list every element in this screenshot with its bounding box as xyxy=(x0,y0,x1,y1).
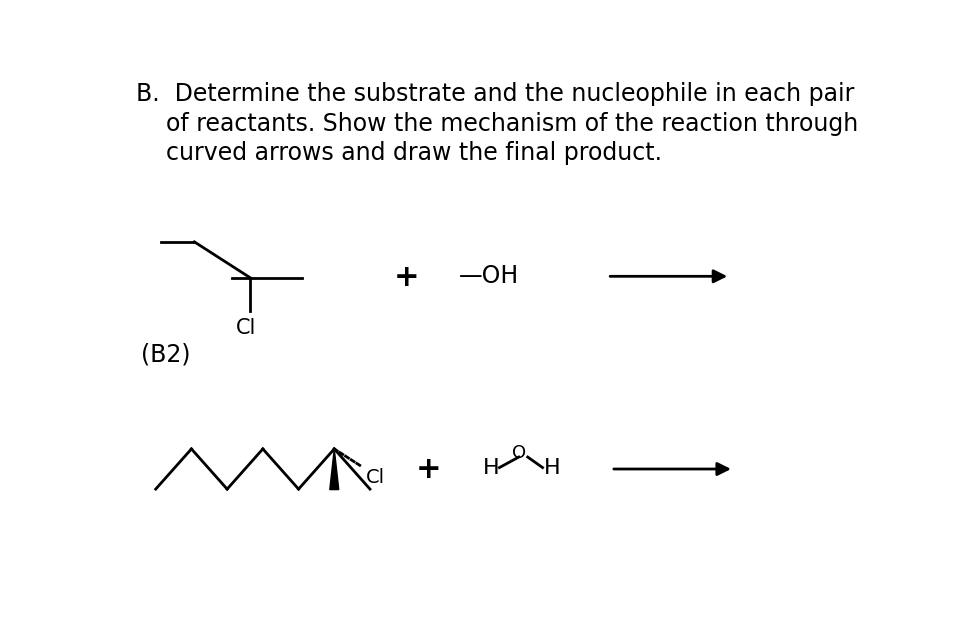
Polygon shape xyxy=(330,449,339,489)
Text: Cl: Cl xyxy=(236,319,256,338)
Text: B.  Determine the substrate and the nucleophile in each pair: B. Determine the substrate and the nucle… xyxy=(136,82,854,106)
Text: of reactants. Show the mechanism of the reaction through: of reactants. Show the mechanism of the … xyxy=(136,112,858,136)
Text: —OH: —OH xyxy=(459,265,518,288)
Text: Cl: Cl xyxy=(366,468,385,487)
Text: +: + xyxy=(394,263,420,292)
Text: O: O xyxy=(512,444,526,462)
Text: H: H xyxy=(483,458,500,478)
Text: H: H xyxy=(544,458,561,478)
Text: (B2): (B2) xyxy=(141,342,190,366)
Text: +: + xyxy=(416,455,442,484)
Text: curved arrows and draw the final product.: curved arrows and draw the final product… xyxy=(136,142,662,165)
